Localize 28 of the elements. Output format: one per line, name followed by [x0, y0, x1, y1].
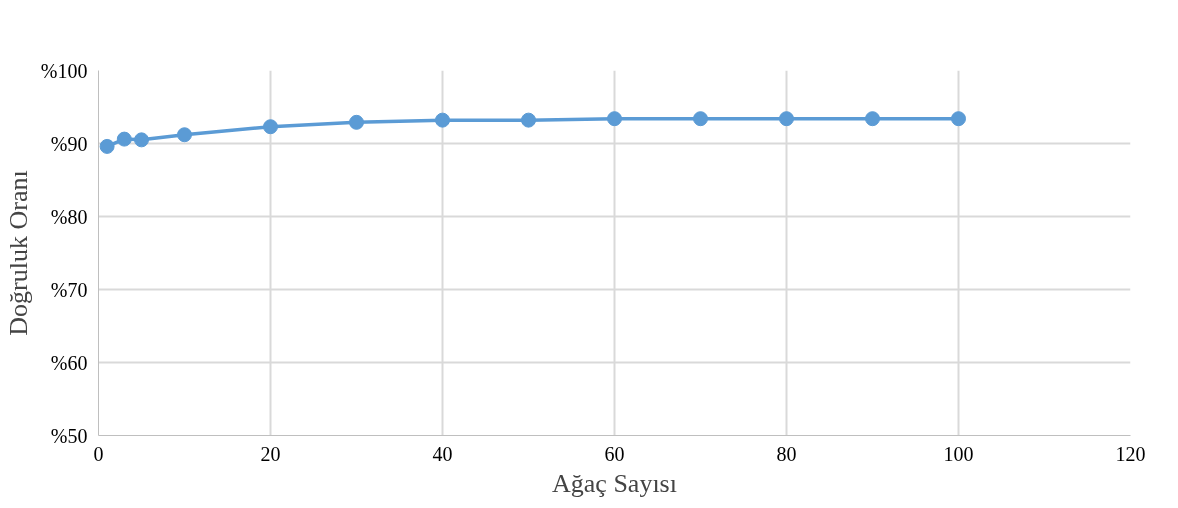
x-tick-label: 20: [260, 442, 281, 465]
x-tick-label: 80: [776, 442, 797, 465]
x-tick-label: 60: [604, 442, 625, 465]
y-tick-label: %70: [50, 278, 88, 301]
point: [349, 114, 364, 130]
y-tick-label: %50: [50, 424, 88, 447]
point: [951, 111, 966, 127]
x-tick-label: 40: [432, 442, 453, 465]
x-tick-label: 100: [943, 442, 974, 465]
point: [693, 111, 708, 127]
x-axis-title: Ağaç Sayısı: [552, 468, 677, 498]
point: [177, 127, 192, 143]
point: [865, 111, 880, 127]
y-tick-label: %90: [50, 132, 88, 155]
point: [779, 111, 794, 127]
y-axis-title: Doğruluk Oranı: [3, 170, 33, 336]
x-tick-label: 120: [1115, 442, 1146, 465]
point: [134, 132, 149, 148]
y-tick-label: %60: [50, 351, 88, 374]
point: [99, 138, 115, 154]
point: [263, 119, 278, 135]
y-tick-label: %80: [50, 205, 88, 228]
y-tick-label: %100: [40, 59, 88, 82]
point: [116, 131, 132, 147]
point: [435, 112, 450, 128]
point: [521, 112, 536, 128]
point: [607, 111, 622, 127]
x-tick-label: 0: [93, 442, 104, 465]
